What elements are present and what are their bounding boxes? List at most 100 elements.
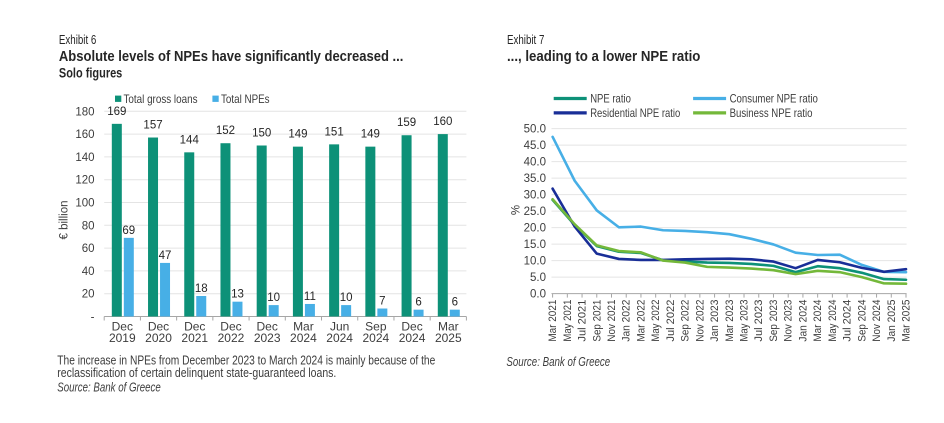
svg-text:Dec: Dec [148, 320, 169, 334]
svg-text:0.0: 0.0 [530, 289, 546, 301]
svg-text:50.0: 50.0 [524, 124, 546, 136]
svg-text:May 2022: May 2022 [650, 300, 662, 342]
svg-text:2024: 2024 [326, 331, 353, 345]
svg-text:Source: Bank of Greece: Source: Bank of Greece [57, 381, 161, 395]
svg-text:Jan 2025: Jan 2025 [886, 300, 898, 342]
svg-text:Nov 2022: Nov 2022 [694, 300, 706, 342]
svg-text:Nov 2024: Nov 2024 [871, 300, 883, 342]
svg-text:2024: 2024 [362, 331, 389, 345]
svg-text:..., leading to a lower NPE ra: ..., leading to a lower NPE ratio [507, 48, 700, 65]
svg-text:NPE ratio: NPE ratio [590, 92, 631, 106]
svg-text:Sep: Sep [365, 320, 387, 334]
svg-text:Mar 2022: Mar 2022 [635, 300, 647, 342]
svg-text:Jan 2022: Jan 2022 [621, 300, 633, 342]
svg-text:35.0: 35.0 [524, 173, 546, 185]
svg-text:20: 20 [82, 289, 95, 301]
svg-text:157: 157 [143, 120, 162, 132]
svg-text:69: 69 [122, 225, 135, 237]
svg-text:2020: 2020 [145, 331, 172, 345]
svg-text:Consumer NPE ratio: Consumer NPE ratio [730, 92, 819, 106]
svg-text:Sep 2022: Sep 2022 [680, 300, 692, 342]
svg-text:Dec: Dec [112, 320, 133, 334]
svg-text:169: 169 [107, 106, 126, 118]
svg-text:Sep 2021: Sep 2021 [591, 300, 603, 342]
svg-text:120: 120 [75, 175, 94, 187]
svg-text:Dec: Dec [401, 320, 422, 334]
svg-text:30.0: 30.0 [524, 190, 546, 202]
svg-text:Dec: Dec [184, 320, 205, 334]
svg-text:€ billion: € billion [58, 201, 70, 240]
svg-text:10.0: 10.0 [524, 256, 546, 268]
svg-text:Solo figures: Solo figures [59, 66, 122, 81]
svg-text:151: 151 [325, 126, 344, 138]
svg-text:Mar 2021: Mar 2021 [547, 300, 559, 342]
svg-text:Exhibit 6: Exhibit 6 [59, 32, 96, 47]
svg-text:-: - [91, 312, 95, 324]
svg-text:Mar 2023: Mar 2023 [724, 300, 736, 342]
svg-text:7: 7 [379, 296, 385, 308]
svg-text:5.0: 5.0 [530, 272, 546, 284]
svg-text:6: 6 [452, 297, 458, 309]
svg-text:2025: 2025 [435, 331, 462, 345]
svg-text:Mar 2025: Mar 2025 [901, 300, 913, 342]
svg-text:Dec: Dec [257, 320, 278, 334]
svg-text:May 2021: May 2021 [562, 300, 574, 342]
svg-text:2023: 2023 [254, 331, 281, 345]
svg-text:Exhibit 7: Exhibit 7 [507, 32, 544, 47]
svg-text:47: 47 [159, 250, 172, 262]
svg-text:Jun: Jun [330, 320, 349, 334]
svg-text:Jul 2024: Jul 2024 [842, 300, 854, 342]
svg-text:6: 6 [415, 297, 421, 309]
svg-text:2022: 2022 [218, 331, 245, 345]
svg-text:140: 140 [75, 152, 94, 164]
svg-text:Jan 2023: Jan 2023 [709, 300, 721, 342]
svg-text:159: 159 [397, 117, 416, 129]
svg-text:45.0: 45.0 [524, 140, 546, 152]
svg-text:Total gross loans: Total gross loans [124, 92, 198, 106]
svg-text:2019: 2019 [109, 331, 136, 345]
svg-text:reclassification of certain de: reclassification of certain delinquent s… [57, 366, 336, 380]
svg-text:152: 152 [216, 125, 235, 137]
svg-text:2024: 2024 [290, 331, 317, 345]
svg-text:May 2024: May 2024 [827, 300, 839, 342]
svg-text:80: 80 [82, 220, 95, 232]
svg-text:15.0: 15.0 [524, 239, 546, 251]
svg-text:10: 10 [267, 292, 280, 304]
svg-text:149: 149 [288, 129, 307, 141]
svg-text:2021: 2021 [181, 331, 208, 345]
svg-text:Mar 2024: Mar 2024 [812, 300, 824, 342]
svg-text:25.0: 25.0 [524, 206, 546, 218]
svg-text:150: 150 [252, 128, 271, 140]
svg-text:Total NPEs: Total NPEs [221, 92, 270, 106]
svg-text:13: 13 [231, 289, 244, 301]
svg-text:Mar: Mar [293, 320, 314, 334]
svg-text:Nov 2021: Nov 2021 [606, 300, 618, 342]
svg-text:Jul 2021: Jul 2021 [577, 300, 589, 342]
svg-text:100: 100 [75, 198, 94, 210]
svg-text:Nov 2023: Nov 2023 [783, 300, 795, 342]
svg-text:May 2023: May 2023 [739, 300, 751, 342]
svg-text:Jul 2023: Jul 2023 [753, 300, 765, 342]
svg-text:11: 11 [304, 291, 316, 303]
svg-text:18: 18 [195, 283, 208, 295]
svg-text:Jan 2024: Jan 2024 [797, 300, 809, 342]
svg-text:Dec: Dec [220, 320, 241, 334]
svg-text:20.0: 20.0 [524, 223, 546, 235]
svg-text:Sep 2023: Sep 2023 [768, 300, 780, 342]
svg-text:Mar: Mar [438, 320, 459, 334]
svg-text:144: 144 [180, 134, 200, 146]
svg-text:The increase in NPEs from Dece: The increase in NPEs from December 2023 … [57, 354, 435, 368]
svg-text:Sep 2024: Sep 2024 [856, 300, 868, 342]
svg-text:149: 149 [361, 129, 380, 141]
svg-text:%: % [510, 205, 522, 215]
svg-text:Jul 2022: Jul 2022 [665, 300, 677, 342]
svg-text:Absolute levels of NPEs have s: Absolute levels of NPEs have significant… [59, 48, 404, 65]
svg-text:Residential NPE ratio: Residential NPE ratio [590, 106, 680, 120]
svg-text:160: 160 [433, 116, 452, 128]
svg-text:10: 10 [340, 292, 353, 304]
svg-text:2024: 2024 [399, 331, 426, 345]
svg-text:60: 60 [82, 243, 95, 255]
svg-text:Source: Bank of Greece: Source: Bank of Greece [506, 355, 610, 369]
svg-text:40.0: 40.0 [524, 157, 546, 169]
svg-text:160: 160 [75, 129, 94, 141]
